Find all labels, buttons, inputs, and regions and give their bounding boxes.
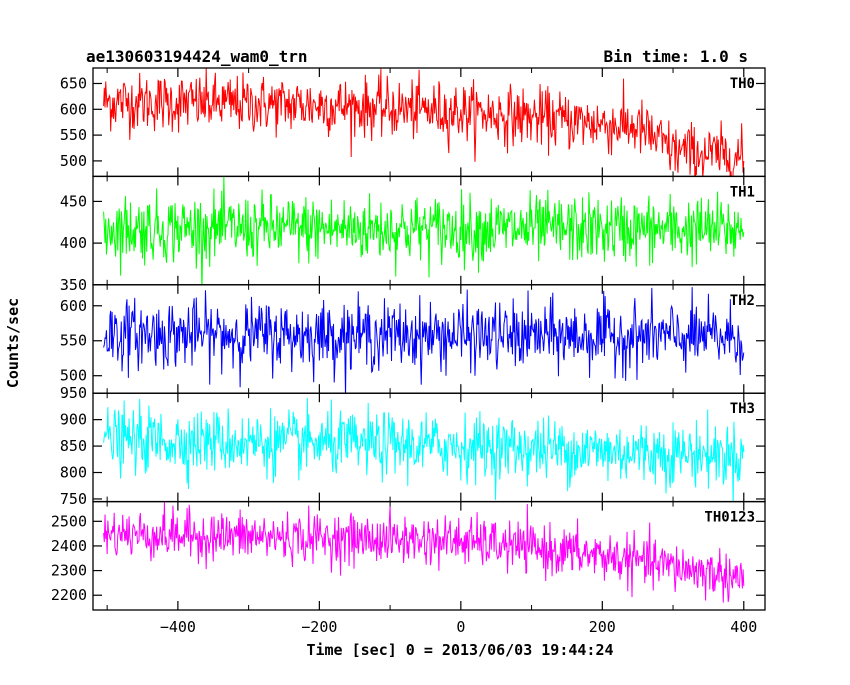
panel-label-th0123: TH0123 (704, 510, 755, 526)
y-tick-label: 550 (60, 126, 87, 144)
y-tick-label: 950 (60, 384, 87, 402)
x-tick-label: −400 (160, 618, 196, 636)
y-tick-label: 800 (60, 464, 87, 482)
panels-group: 500 550 600 650 TH0 350 400 450 TH1 500 550 600 TH2 7… (51, 67, 766, 636)
x-axis-label: Time [sec] 0 = 2013/06/03 19:44:24 (306, 641, 613, 659)
panel-label-th3: TH3 (730, 401, 755, 417)
y-tick-label: 600 (60, 297, 87, 315)
x-tick-label: 400 (730, 618, 757, 636)
panel-label-th0: TH0 (730, 76, 755, 92)
series-line-th0123 (103, 501, 745, 603)
y-tick-label: 750 (60, 490, 87, 508)
y-tick-label: 600 (60, 100, 87, 118)
chart-title: ae130603194424_wam0_trn (86, 47, 308, 66)
y-tick-label: 2300 (51, 562, 87, 580)
y-tick-label: 350 (60, 276, 87, 294)
x-tick-label: 0 (456, 618, 465, 636)
y-tick-label: 450 (60, 192, 87, 210)
x-tick-label: −200 (301, 618, 337, 636)
y-tick-label: 2500 (51, 512, 87, 530)
y-tick-label: 500 (60, 152, 87, 170)
y-tick-label: 850 (60, 437, 87, 455)
y-tick-label: 900 (60, 411, 87, 429)
y-tick-label: 650 (60, 74, 87, 92)
series-line-th1 (103, 176, 745, 285)
series-line-th2 (103, 287, 745, 394)
series-line-th3 (103, 398, 745, 502)
panel-frame (92, 500, 766, 611)
y-tick-label: 2400 (51, 537, 87, 555)
y-tick-label: 400 (60, 234, 87, 252)
x-tick-label: 200 (589, 618, 616, 636)
panel-label-th1: TH1 (730, 184, 755, 200)
y-tick-label: 550 (60, 332, 87, 350)
y-tick-label: 500 (60, 367, 87, 385)
y-tick-label: 2200 (51, 586, 87, 604)
panel-label-th2: TH2 (730, 293, 755, 309)
bin-time-label: Bin time: 1.0 s (604, 47, 749, 66)
series-line-th0 (103, 68, 745, 177)
panel-frame (92, 67, 766, 178)
y-axis-label: Counts/sec (4, 298, 22, 388)
